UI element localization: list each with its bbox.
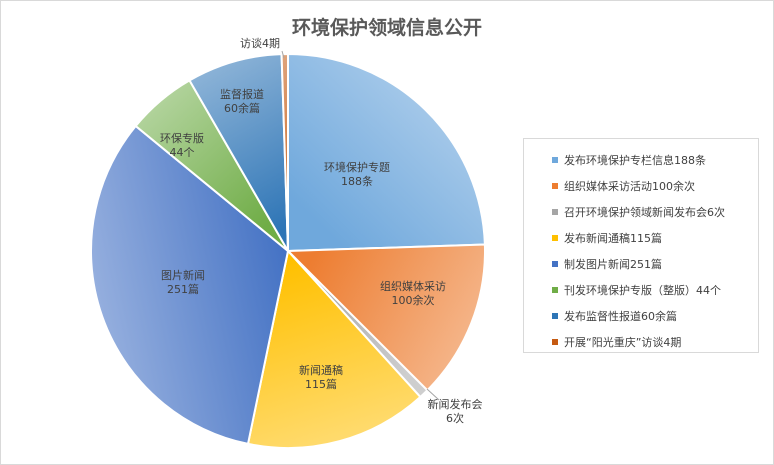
legend-label-5: 制发图片新闻251篇 bbox=[564, 258, 662, 271]
pie-slice-2 bbox=[285, 243, 486, 392]
legend-item-7: 发布监督性报道60余篇 bbox=[552, 303, 758, 329]
legend-item-3: 召开环境保护领域新闻发布会6次 bbox=[552, 199, 758, 225]
leader-line-8 bbox=[281, 50, 285, 59]
legend-swatch-4 bbox=[552, 235, 558, 241]
legend-label-2: 组织媒体采访活动100余次 bbox=[564, 180, 695, 193]
chart-legend: 发布环境保护专栏信息188条 组织媒体采访活动100余次召开环境保护领域新闻发布会… bbox=[523, 138, 759, 353]
legend-swatch-2 bbox=[552, 183, 558, 189]
legend-item-5: 制发图片新闻251篇 bbox=[552, 251, 758, 277]
slice-label-6: 环保专版 bbox=[160, 131, 204, 145]
pie-slice-4 bbox=[246, 248, 422, 449]
legend-swatch-7 bbox=[552, 313, 558, 319]
legend-label-8: 开展“阳光重庆”访谈4期 bbox=[564, 336, 682, 349]
legend-item-2: 组织媒体采访活动100余次 bbox=[552, 173, 758, 199]
slice-label-4: 新闻通稿 bbox=[299, 363, 343, 377]
slice-value-6: 44个 bbox=[170, 146, 195, 159]
legend-item-4: 发布新闻通稿115篇 bbox=[552, 225, 758, 251]
slice-label-7: 监督报道 bbox=[220, 87, 264, 101]
slice-label-5: 图片新闻 bbox=[161, 268, 205, 282]
slice-value-5: 251篇 bbox=[167, 282, 199, 296]
pie-slice-8 bbox=[280, 52, 289, 252]
pie-slice-5 bbox=[90, 124, 290, 446]
chart-title: 环境保护领域信息公开 bbox=[291, 17, 482, 39]
legend-item-1: 发布环境保护专栏信息188条 bbox=[552, 147, 758, 173]
legend-item-8: 开展“阳光重庆”访谈4期 bbox=[552, 329, 758, 355]
slice-value-3: 6次 bbox=[446, 411, 464, 425]
slice-label-8: 访谈4期 bbox=[240, 37, 280, 50]
legend-label-6: 刊发环境保护专版（整版）44个 bbox=[564, 284, 721, 297]
legend-label-3: 召开环境保护领域新闻发布会6次 bbox=[564, 206, 725, 219]
pie-slice-1 bbox=[287, 52, 486, 253]
slice-label-3: 新闻发布会 bbox=[428, 397, 483, 411]
legend-swatch-5 bbox=[552, 261, 558, 267]
legend-swatch-8 bbox=[552, 339, 558, 345]
legend-swatch-1 bbox=[552, 157, 558, 163]
legend-swatch-3 bbox=[552, 209, 558, 215]
slice-value-7: 60余篇 bbox=[224, 101, 260, 115]
slice-value-2: 100余次 bbox=[392, 293, 435, 307]
leader-line-3 bbox=[426, 388, 440, 401]
slice-value-1: 188条 bbox=[341, 174, 373, 188]
legend-label-1: 发布环境保护专栏信息188条 bbox=[564, 154, 706, 167]
slice-value-4: 115篇 bbox=[305, 377, 337, 391]
legend-item-6: 刊发环境保护专版（整版）44个 bbox=[552, 277, 758, 303]
pie-slice-7 bbox=[188, 53, 289, 252]
slice-label-2: 组织媒体采访 bbox=[380, 279, 446, 293]
legend-label-4: 发布新闻通稿115篇 bbox=[564, 232, 662, 245]
slice-label-1: 环境保护专题 bbox=[324, 160, 390, 174]
legend-label-7: 发布监督性报道60余篇 bbox=[564, 310, 677, 323]
legend-swatch-6 bbox=[552, 287, 558, 293]
